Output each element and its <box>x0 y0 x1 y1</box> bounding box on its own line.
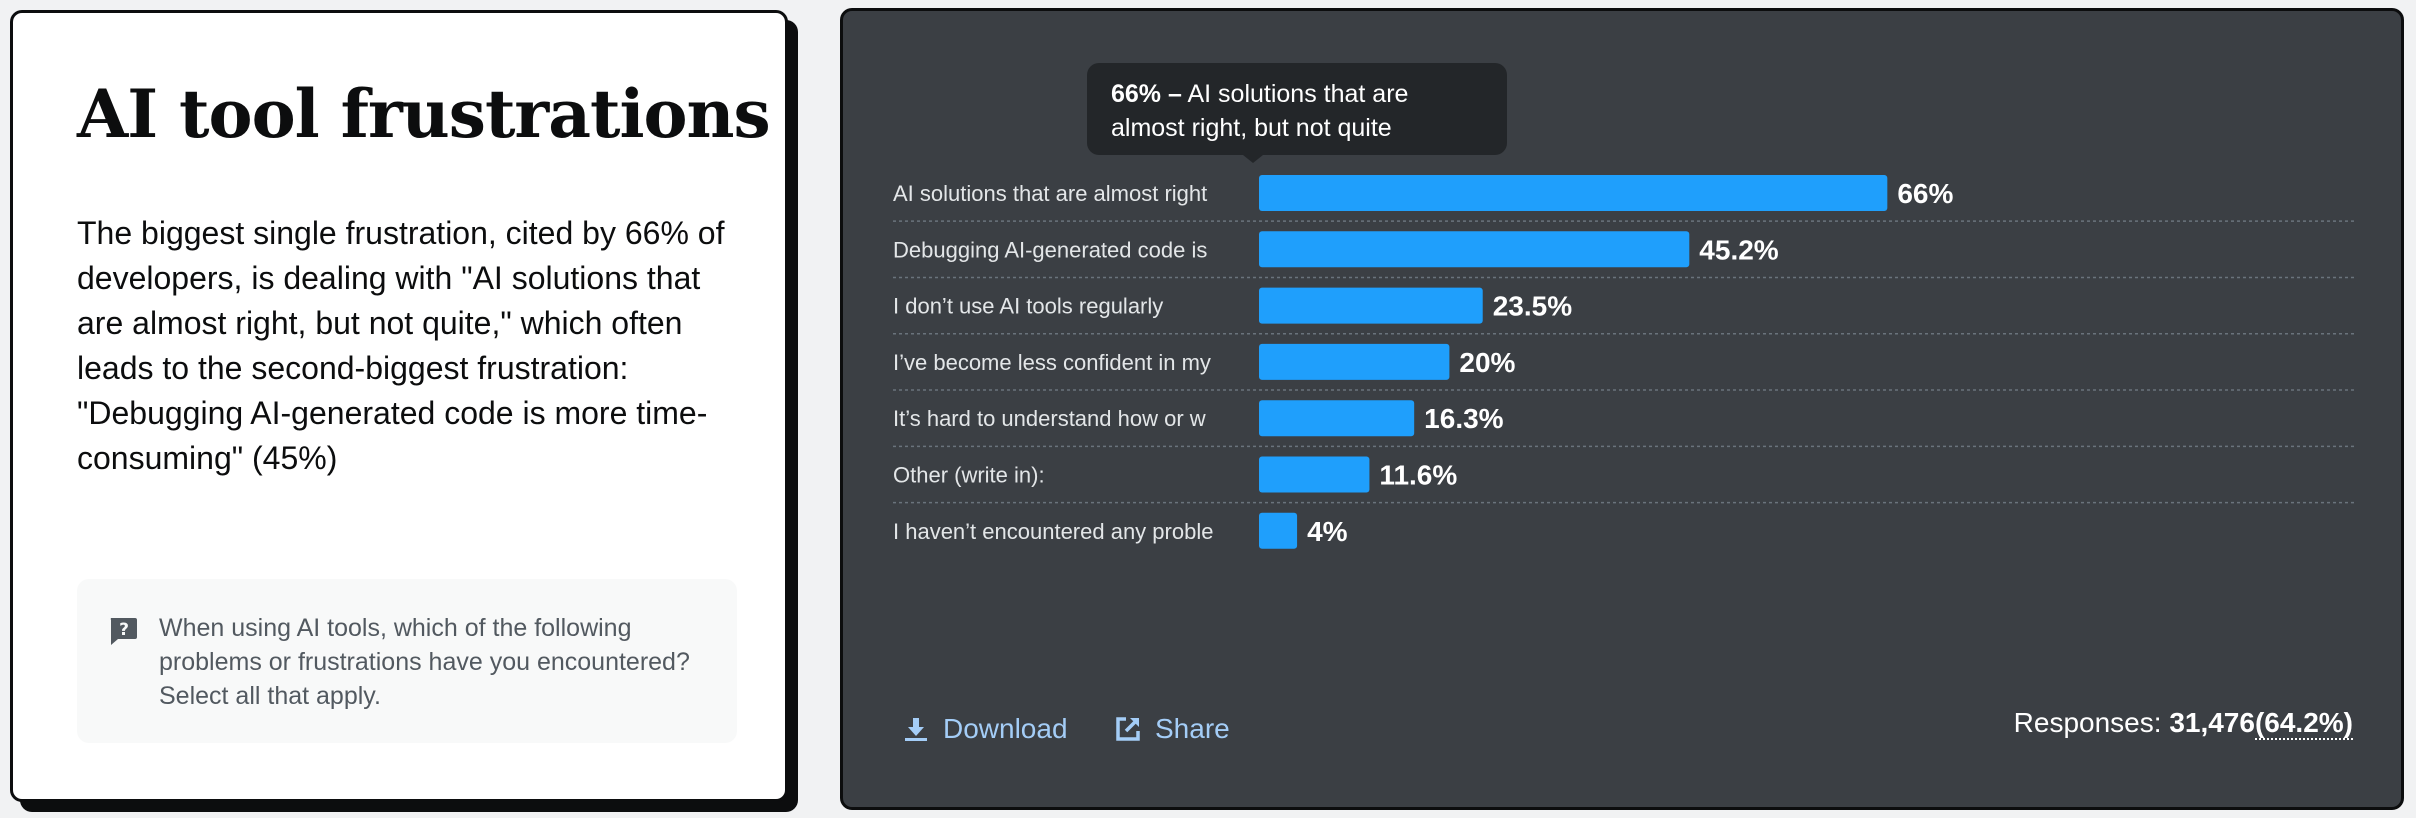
value-label: 20% <box>1459 347 1515 378</box>
responses-percentage[interactable]: (64.2%) <box>2254 707 2353 740</box>
category-label: It’s hard to understand how or w <box>893 406 1206 431</box>
value-label: 23.5% <box>1493 291 1572 322</box>
survey-question-text: When using AI tools, which of the follow… <box>159 614 690 710</box>
download-label: Download <box>943 713 1068 744</box>
bar-chart: AI solutions that are almost right 66% Deb… <box>893 175 2356 549</box>
description-text: The biggest single frustration, cited by… <box>77 215 725 476</box>
download-button[interactable]: Download <box>901 713 1068 745</box>
tooltip-value: 66% – <box>1111 80 1182 108</box>
survey-question-box: ? When using AI tools, which of the foll… <box>77 579 737 743</box>
bar[interactable] <box>1259 231 1690 268</box>
download-icon <box>905 718 927 741</box>
bar[interactable] <box>1259 512 1298 549</box>
category-label: I’ve become less confident in my <box>893 350 1211 375</box>
share-external-icon <box>1116 717 1140 741</box>
bar[interactable] <box>1259 287 1483 324</box>
chart-card: AI solutions that are almost right 66% Deb… <box>840 8 2404 810</box>
responses-label: Responses: <box>2013 707 2162 738</box>
chart-tooltip: 66% – AI solutions that are almost right… <box>1087 63 1507 155</box>
value-label: 45.2% <box>1699 234 1778 265</box>
category-label: I haven’t encountered any proble <box>893 519 1213 544</box>
bar[interactable] <box>1259 456 1370 493</box>
responses-summary: Responses: 31,476(64.2%) <box>2013 707 2353 740</box>
category-label: AI solutions that are almost right <box>893 181 1207 206</box>
value-label: 16.3% <box>1424 403 1503 434</box>
category-label: Other (write in): <box>893 463 1045 488</box>
bar[interactable] <box>1259 400 1415 437</box>
responses-count: 31,476 <box>2169 707 2255 738</box>
bar[interactable] <box>1259 343 1450 380</box>
category-label: Debugging AI-generated code is <box>893 237 1207 262</box>
description-card: AI tool frustrations The biggest single … <box>10 10 788 802</box>
tooltip-arrow <box>1243 155 1263 163</box>
bar[interactable] <box>1259 175 1888 211</box>
question-icon: ? <box>110 618 137 645</box>
share-button[interactable]: Share <box>1113 713 1230 745</box>
page-title: AI tool frustrations <box>77 75 771 153</box>
tooltip-text: AI solutions that are almost right, but … <box>1111 80 1409 142</box>
value-label: 66% <box>1897 178 1953 209</box>
value-label: 4% <box>1307 516 1348 547</box>
value-label: 11.6% <box>1379 460 1457 491</box>
share-label: Share <box>1155 713 1230 744</box>
category-label: I don’t use AI tools regularly <box>893 294 1163 319</box>
svg-text:?: ? <box>119 620 129 640</box>
